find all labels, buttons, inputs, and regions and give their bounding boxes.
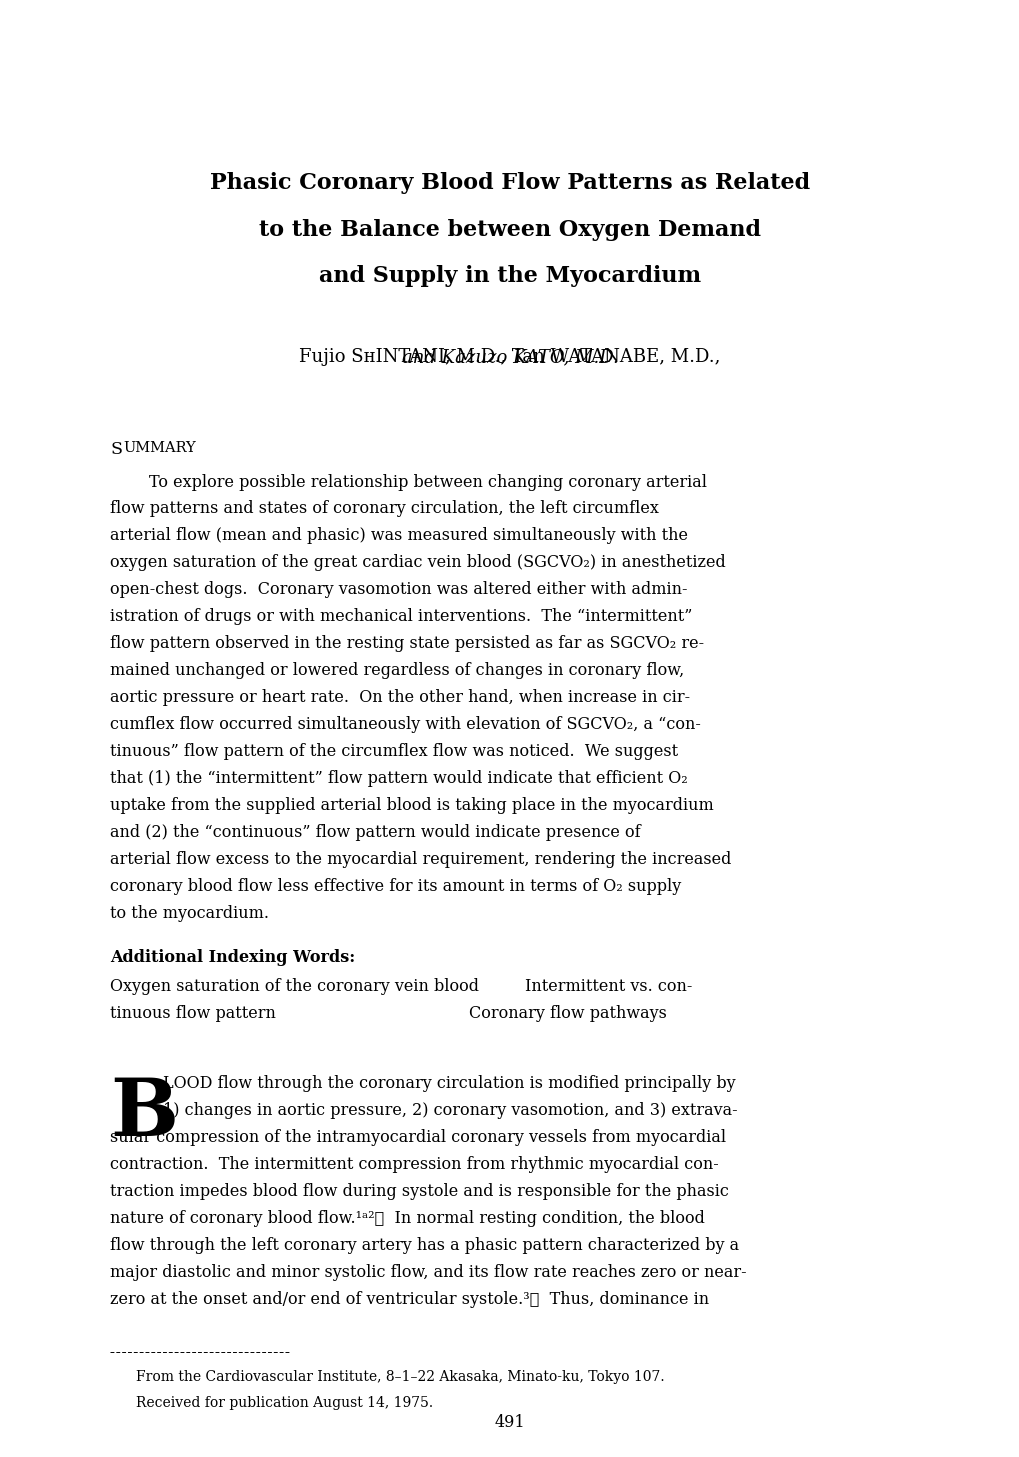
Text: open-chest dogs.  Coronary vasomotion was altered either with admin-: open-chest dogs. Coronary vasomotion was… [110,581,687,599]
Text: mained unchanged or lowered regardless of changes in coronary flow,: mained unchanged or lowered regardless o… [110,661,684,679]
Text: aortic pressure or heart rate.  On the other hand, when increase in cir-: aortic pressure or heart rate. On the ot… [110,689,690,707]
Text: Phasic Coronary Blood Flow Patterns as Related: Phasic Coronary Blood Flow Patterns as R… [210,172,809,194]
Text: From the Cardiovascular Institute, 8–1–22 Akasaka, Minato-ku, Tokyo 107.: From the Cardiovascular Institute, 8–1–2… [136,1370,663,1384]
Text: and Kazuzo KATO, M.D.: and Kazuzo KATO, M.D. [401,348,618,366]
Text: flow through the left coronary artery has a phasic pattern characterized by a: flow through the left coronary artery ha… [110,1237,739,1254]
Text: and (2) the “continuous” flow pattern would indicate presence of: and (2) the “continuous” flow pattern wo… [110,823,640,841]
Text: oxygen saturation of the great cardiac vein blood (SGCVO₂) in anesthetized: oxygen saturation of the great cardiac v… [110,555,726,571]
Text: and Supply in the Myocardium: and Supply in the Myocardium [319,265,700,287]
Text: arterial flow excess to the myocardial requirement, rendering the increased: arterial flow excess to the myocardial r… [110,851,731,868]
Text: Coronary flow pathways: Coronary flow pathways [469,1005,666,1023]
Text: tinuous flow pattern: tinuous flow pattern [110,1005,276,1023]
Text: To explore possible relationship between changing coronary arterial: To explore possible relationship between… [149,474,706,491]
Text: Intermittent vs. con-: Intermittent vs. con- [525,979,692,995]
Text: flow pattern observed in the resting state persisted as far as SGCVO₂ re-: flow pattern observed in the resting sta… [110,635,703,653]
Text: istration of drugs or with mechanical interventions.  The “intermittent”: istration of drugs or with mechanical in… [110,609,692,625]
Text: zero at the onset and/or end of ventricular systole.³⧟  Thus, dominance in: zero at the onset and/or end of ventricu… [110,1291,708,1308]
Text: Additional Indexing Words:: Additional Indexing Words: [110,950,355,966]
Text: Received for publication August 14, 1975.: Received for publication August 14, 1975… [136,1396,432,1410]
Text: to the Balance between Oxygen Demand: to the Balance between Oxygen Demand [259,219,760,240]
Text: S: S [110,441,122,459]
Text: uptake from the supplied arterial blood is taking place in the myocardium: uptake from the supplied arterial blood … [110,797,713,814]
Text: Fujio SʜINTANI, M.D., Tan WATANABE, M.D.,: Fujio SʜINTANI, M.D., Tan WATANABE, M.D.… [299,348,720,366]
Text: to the myocardium.: to the myocardium. [110,905,269,922]
Text: 1) changes in aortic pressure, 2) coronary vasomotion, and 3) extrava-: 1) changes in aortic pressure, 2) corona… [163,1101,737,1119]
Text: LOOD flow through the coronary circulation is modified principally by: LOOD flow through the coronary circulati… [163,1075,735,1093]
Text: major diastolic and minor systolic flow, and its flow rate reaches zero or near-: major diastolic and minor systolic flow,… [110,1263,746,1281]
Text: traction impedes blood flow during systole and is responsible for the phasic: traction impedes blood flow during systo… [110,1183,729,1201]
Text: nature of coronary blood flow.¹ᵃ²⧟  In normal resting condition, the blood: nature of coronary blood flow.¹ᵃ²⧟ In no… [110,1209,704,1227]
Text: flow patterns and states of coronary circulation, the left circumflex: flow patterns and states of coronary cir… [110,501,658,517]
Text: cumflex flow occurred simultaneously with elevation of SGCVO₂, a “con-: cumflex flow occurred simultaneously wit… [110,715,700,733]
Text: Oxygen saturation of the coronary vein blood: Oxygen saturation of the coronary vein b… [110,979,479,995]
Text: UMMARY: UMMARY [123,441,196,456]
Text: arterial flow (mean and phasic) was measured simultaneously with the: arterial flow (mean and phasic) was meas… [110,527,688,545]
Text: sular compression of the intramyocardial coronary vessels from myocardial: sular compression of the intramyocardial… [110,1129,726,1147]
Text: 491: 491 [494,1413,525,1431]
Text: that (1) the “intermittent” flow pattern would indicate that efficient O₂: that (1) the “intermittent” flow pattern… [110,769,687,787]
Text: contraction.  The intermittent compression from rhythmic myocardial con-: contraction. The intermittent compressio… [110,1157,718,1173]
Text: B: B [110,1075,178,1154]
Text: tinuous” flow pattern of the circumflex flow was noticed.  We suggest: tinuous” flow pattern of the circumflex … [110,743,678,761]
Text: coronary blood flow less effective for its amount in terms of O₂ supply: coronary blood flow less effective for i… [110,877,681,895]
